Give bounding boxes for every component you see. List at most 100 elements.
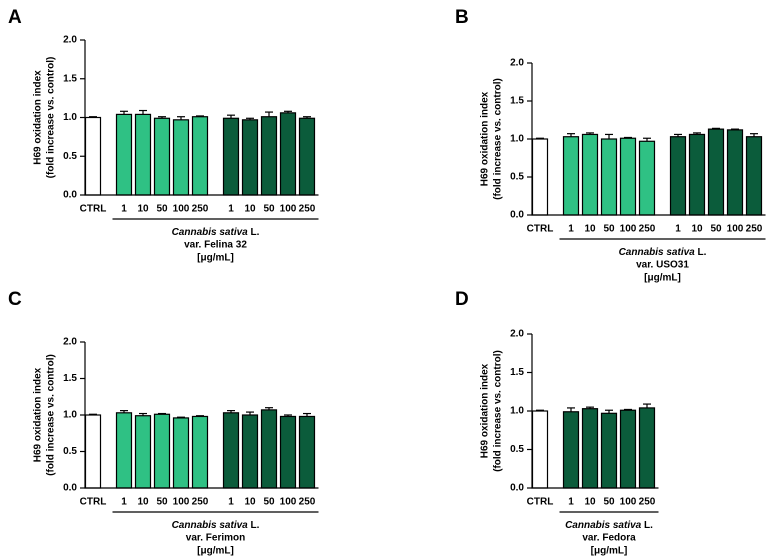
bar [241,414,259,489]
bar [222,412,240,489]
axis [531,63,766,216]
bar [638,407,656,489]
y-tick-label: 0.0 [63,483,77,494]
bar [115,113,133,196]
bar [581,133,599,216]
bar [115,412,133,489]
y-tick-label: 1.5 [63,73,77,84]
bar [172,119,190,196]
axis [84,342,319,489]
x-axis-label-part: Cannabis sativa [565,520,642,531]
bar [581,408,599,489]
x-axis-label: var. Ferimon [186,533,245,544]
x-axis-label-part: L. [248,520,260,531]
y-tick-label: 1.0 [63,112,77,123]
bar [298,415,316,489]
x-axis-label-part: L. [695,247,707,258]
y-tick-label: 0.5 [63,151,77,162]
bar [260,116,278,196]
y-axis-label: (fold increase vs. control) [493,350,504,472]
x-axis-label: [μg/mL] [591,546,628,557]
x-tick-label: 50 [263,497,275,508]
y-tick-label: 2.0 [510,58,524,69]
bar [84,116,102,196]
x-tick-label: CTRL [527,497,554,508]
x-tick-label: 10 [691,224,703,235]
y-axis-label: (fold increase vs. control) [46,57,57,179]
bar [134,415,152,489]
bar [638,140,656,216]
x-tick-label: 250 [299,497,316,508]
x-tick-label: 50 [710,224,722,235]
bar [260,409,278,489]
bar [600,138,618,216]
x-axis-label: var. USO31 [636,260,689,271]
y-tick-label: 0.0 [510,210,524,221]
bar [153,413,171,489]
x-axis-label: Cannabis sativa L. [172,520,260,531]
x-tick-label: 1 [228,497,234,508]
x-tick-label: 1 [675,224,681,235]
x-tick-label: 100 [173,497,190,508]
panel-label: D [455,289,469,310]
x-axis-label: [μg/mL] [197,253,234,264]
x-tick-label: 50 [603,224,615,235]
y-tick-label: 2.0 [63,337,77,348]
axis [531,334,659,489]
x-tick-label: CTRL [527,224,554,235]
x-tick-label: 100 [727,224,744,235]
x-axis-label: Cannabis sativa L. [619,247,707,258]
y-tick-label: 1.5 [63,373,77,384]
x-tick-label: 50 [156,204,168,215]
bar [562,411,580,489]
bar [191,415,209,489]
y-axis-label: (fold increase vs. control) [46,354,57,476]
x-tick-label: 250 [192,204,209,215]
bar [619,137,637,216]
axis [84,40,319,196]
x-axis-label-part: Cannabis sativa [172,520,249,531]
bar [191,116,209,196]
x-axis-label-part: L. [248,227,260,238]
x-tick-label: 10 [244,204,256,215]
bar [688,133,706,216]
x-tick-label: 100 [280,497,297,508]
y-tick-label: 0.5 [63,446,77,457]
y-tick-label: 1.5 [510,96,524,107]
y-tick-label: 1.0 [63,410,77,421]
x-tick-label: 250 [639,224,656,235]
x-tick-label: 100 [620,497,637,508]
x-tick-label: 10 [584,224,596,235]
bar [298,117,316,196]
x-axis-label-part: Cannabis sativa [172,227,249,238]
x-tick-label: 50 [156,497,168,508]
bar [531,138,549,216]
x-tick-label: 250 [192,497,209,508]
panel-label: C [8,289,22,310]
y-tick-label: 1.0 [510,134,524,145]
y-tick-label: 0.5 [510,444,524,455]
x-tick-label: 1 [121,204,127,215]
bar [279,415,297,489]
y-tick-label: 1.5 [510,367,524,378]
bar [669,136,687,216]
x-axis-label: var. Felina 32 [184,240,247,251]
x-tick-label: 100 [280,204,297,215]
y-axis-label: H69 oxidation index [480,363,491,458]
bar [84,414,102,489]
x-tick-label: 10 [137,497,149,508]
x-tick-label: 1 [121,497,127,508]
bar [707,128,725,216]
bar [153,117,171,196]
y-axis-label: H69 oxidation index [33,70,44,165]
x-tick-label: 10 [584,497,596,508]
y-tick-label: 2.0 [63,35,77,46]
bar [279,112,297,196]
x-tick-label: 50 [263,204,275,215]
y-tick-label: 0.0 [510,483,524,494]
y-axis-label: H69 oxidation index [33,367,44,462]
bar [562,136,580,216]
y-tick-label: 0.5 [510,172,524,183]
bar [726,129,744,216]
